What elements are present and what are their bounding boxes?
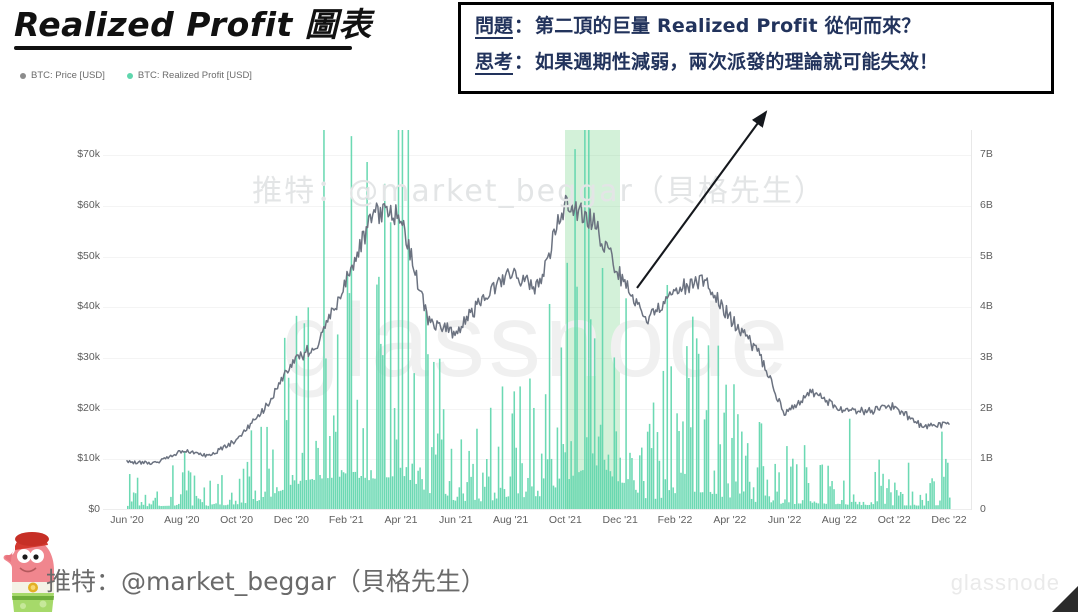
gridline	[103, 358, 971, 359]
btc-price-line	[126, 194, 950, 466]
annotation-callout-box: 問題 ： 第二頂的巨量 Realized Profit 從何而來？ 思考 ： 如…	[458, 2, 1054, 94]
legend-item-realized-profit[interactable]: BTC: Realized Profit [USD]	[126, 70, 252, 81]
y-tick-right: 4B	[980, 300, 993, 313]
x-tick: Feb '22	[657, 514, 693, 526]
watermark-glassnode-footer: glassnode	[950, 570, 1060, 595]
y-tick-left: $40k	[77, 300, 100, 313]
gridline	[103, 206, 971, 207]
chart-legend: BTC: Price [USD] BTC: Realized Profit [U…	[20, 70, 252, 81]
x-tick: Oct '21	[548, 514, 582, 526]
gridline	[103, 307, 971, 309]
legend-label-price: BTC: Price [USD]	[31, 70, 105, 81]
annotation-question-label: 問題	[475, 15, 514, 39]
y-tick-right: 7B	[980, 148, 993, 161]
y-tick-left: $0	[88, 503, 100, 515]
x-tick: Aug '21	[492, 514, 529, 526]
annotation-thought-text: 如果週期性減弱，兩次派發的理論就可能失效！	[535, 51, 939, 73]
x-tick: Dec '20	[273, 514, 310, 526]
x-tick: Jun '20	[110, 514, 144, 526]
legend-label-realized-profit: BTC: Realized Profit [USD]	[137, 70, 252, 81]
page-title-block: Realized Profit 圖表	[14, 6, 372, 50]
x-tick: Aug '22	[821, 514, 858, 526]
y-tick-right: 0	[980, 503, 986, 515]
x-tick: Dec '22	[931, 514, 967, 526]
chart-series-svg	[126, 130, 951, 511]
y-tick-right: 3B	[980, 351, 993, 363]
x-tick: Apr '21	[384, 514, 418, 526]
realized-profit-bars	[127, 130, 951, 511]
y-tick-left: $10k	[77, 452, 100, 465]
y-tick-left: $50k	[77, 249, 100, 262]
corner-accent	[1052, 586, 1078, 612]
annotation-thought-separator: ：	[514, 51, 534, 73]
annotation-line-question: 問題 ： 第二頂的巨量 Realized Profit 從何而來？	[475, 17, 1039, 39]
y-tick-right: 5B	[980, 249, 993, 262]
plot-background	[103, 130, 971, 510]
annotation-thought-label: 思考	[475, 51, 514, 75]
gridline	[103, 459, 971, 461]
annotation-question-separator: ：	[514, 15, 534, 37]
gridline	[103, 408, 971, 410]
x-tick: Jun '22	[767, 514, 802, 526]
annotation-line-thought: 思考 ： 如果週期性減弱，兩次派發的理論就可能失效！	[475, 53, 1039, 75]
legend-dot-price	[20, 72, 26, 79]
x-tick: Aug '20	[164, 514, 200, 526]
y-tick-left: $60k	[77, 199, 100, 211]
page-title: Realized Profit 圖表	[14, 5, 372, 44]
footer-bar: 推特：@market_beggar（貝格先生） glassnode	[0, 532, 1078, 612]
legend-item-price[interactable]: BTC: Price [USD]	[20, 70, 105, 81]
y-tick-right: 1B	[980, 452, 993, 465]
y-tick-right: 6B	[980, 199, 993, 211]
annotation-question-text: 第二頂的巨量 Realized Profit 從何而來？	[535, 15, 921, 37]
x-tick: Oct '22	[877, 514, 911, 526]
x-tick: Apr '22	[713, 514, 747, 526]
y-tick-right: 2B	[980, 401, 993, 414]
y-tick-left: $20k	[77, 401, 100, 414]
y-tick-left: $30k	[77, 351, 100, 363]
footer-credit-text: 推特：@market_beggar（貝格先生）	[46, 567, 486, 596]
gridline	[103, 256, 971, 258]
x-tick: Dec '21	[602, 514, 638, 526]
plot-canvas[interactable]: glassnode	[103, 130, 971, 511]
patrick-star-avatar	[3, 532, 54, 612]
y-tick-left: $70k	[77, 148, 100, 161]
x-tick: Oct '20	[220, 514, 254, 526]
gridline	[103, 155, 971, 157]
y-axis-right-line	[971, 130, 972, 510]
title-underline	[14, 45, 352, 50]
chart-area: glassnode 推特：@market_beggar（貝格先生） $0 $10k…	[0, 108, 1078, 538]
x-tick: Feb '21	[328, 514, 364, 526]
x-axis-baseline	[103, 509, 971, 510]
x-tick: Jun '21	[439, 514, 473, 526]
legend-dot-realized-profit	[126, 72, 133, 79]
